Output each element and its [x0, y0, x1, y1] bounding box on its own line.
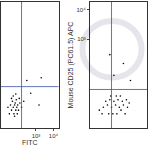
svg-text:10⁴: 10⁴	[77, 7, 87, 13]
svg-text:10⁴: 10⁴	[49, 133, 59, 139]
svg-text:10³: 10³	[32, 133, 41, 139]
svg-text:10³: 10³	[77, 36, 86, 42]
svg-text:FITC: FITC	[22, 139, 38, 146]
svg-text:Mouse CD25 (PC61.5) APC: Mouse CD25 (PC61.5) APC	[67, 22, 75, 109]
